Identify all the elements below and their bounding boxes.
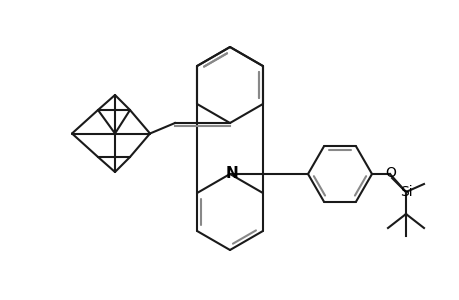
Text: O: O xyxy=(385,166,396,180)
Text: N: N xyxy=(225,167,238,182)
Text: Si: Si xyxy=(399,185,411,199)
